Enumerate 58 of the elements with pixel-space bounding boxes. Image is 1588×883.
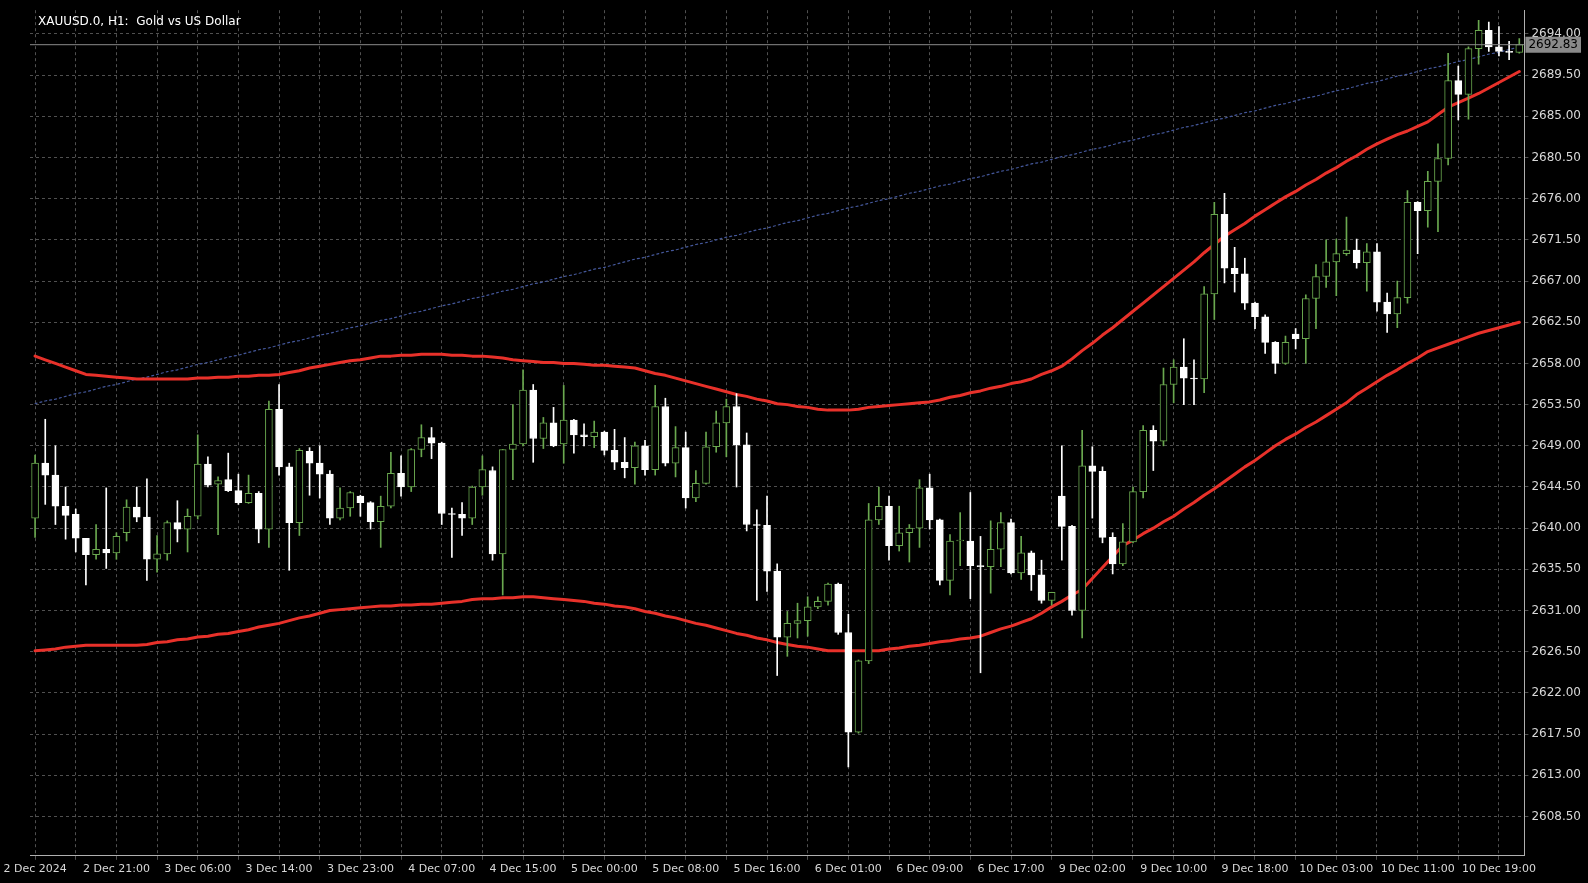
candlestick <box>509 404 517 480</box>
y-tick-label: 2689.50 <box>1531 67 1581 82</box>
candlestick <box>580 423 588 447</box>
candlestick <box>458 502 466 536</box>
x-tick-label: 10 Dec 19:00 <box>1461 862 1536 876</box>
x-tick-label: 5 Dec 00:00 <box>570 862 638 876</box>
ref-line-label: 2692.83 <box>1528 36 1578 51</box>
candlestick <box>41 418 50 505</box>
x-tick-label: 5 Dec 08:00 <box>652 862 720 876</box>
candlestick <box>102 487 111 569</box>
x-tick-label: 4 Dec 15:00 <box>489 862 557 876</box>
y-tick-label: 2617.50 <box>1531 726 1581 741</box>
y-tick-label: 2622.00 <box>1531 685 1581 700</box>
y-tick-label: 2626.50 <box>1531 643 1581 658</box>
x-tick-label: 5 Dec 16:00 <box>733 862 801 876</box>
y-tick-label: 2676.00 <box>1531 190 1581 205</box>
x-tick-label: 10 Dec 03:00 <box>1299 862 1374 876</box>
y-tick-label: 2608.50 <box>1531 808 1581 823</box>
x-tick-label: 6 Dec 17:00 <box>977 862 1045 876</box>
y-tick-label: 2662.50 <box>1531 314 1581 329</box>
candlestick <box>214 476 222 535</box>
x-tick-label: 3 Dec 14:00 <box>245 862 313 876</box>
x-tick-label: 4 Dec 07:00 <box>408 862 476 876</box>
candlestick <box>590 420 599 448</box>
y-tick-label: 2644.50 <box>1531 479 1581 494</box>
y-tick-label: 2640.00 <box>1531 520 1581 535</box>
y-tick-label: 2680.50 <box>1531 149 1581 164</box>
y-tick-label: 2667.00 <box>1531 273 1581 288</box>
candlestick <box>1190 359 1198 405</box>
candlestick <box>315 445 324 499</box>
x-tick-label: 2 Dec 2024 <box>3 862 67 876</box>
y-tick-label: 2635.50 <box>1531 561 1581 576</box>
candlestick <box>1332 238 1341 297</box>
x-tick-label: 3 Dec 06:00 <box>164 862 232 876</box>
x-tick-label: 2 Dec 21:00 <box>82 862 150 876</box>
y-tick-label: 2631.00 <box>1531 602 1581 617</box>
candlestick <box>92 524 100 560</box>
candlestick <box>1495 26 1503 57</box>
x-tick-label: 10 Dec 11:00 <box>1380 862 1455 876</box>
y-tick-label: 2658.00 <box>1531 355 1581 370</box>
candlestick <box>620 437 629 479</box>
y-tick-label: 2613.00 <box>1531 767 1581 782</box>
x-tick-label: 9 Dec 18:00 <box>1221 862 1289 876</box>
x-tick-label: 9 Dec 02:00 <box>1058 862 1126 876</box>
x-tick-label: 9 Dec 10:00 <box>1140 862 1208 876</box>
candlestick <box>956 512 964 567</box>
y-tick-label: 2671.50 <box>1531 232 1581 247</box>
chart-title: XAUUSD.0, H1: Gold vs US Dollar <box>38 14 241 29</box>
x-tick-label: 3 Dec 23:00 <box>326 862 394 876</box>
x-tick-label: 6 Dec 01:00 <box>814 862 882 876</box>
x-tick-label: 6 Dec 09:00 <box>896 862 964 876</box>
candlestick <box>1362 243 1371 292</box>
y-tick-label: 2685.00 <box>1531 108 1581 123</box>
candlestick <box>153 535 161 573</box>
y-tick-label: 2653.50 <box>1531 396 1581 411</box>
candlestick <box>1179 338 1188 405</box>
y-tick-label: 2649.00 <box>1531 437 1581 452</box>
candlestick <box>1088 446 1097 519</box>
